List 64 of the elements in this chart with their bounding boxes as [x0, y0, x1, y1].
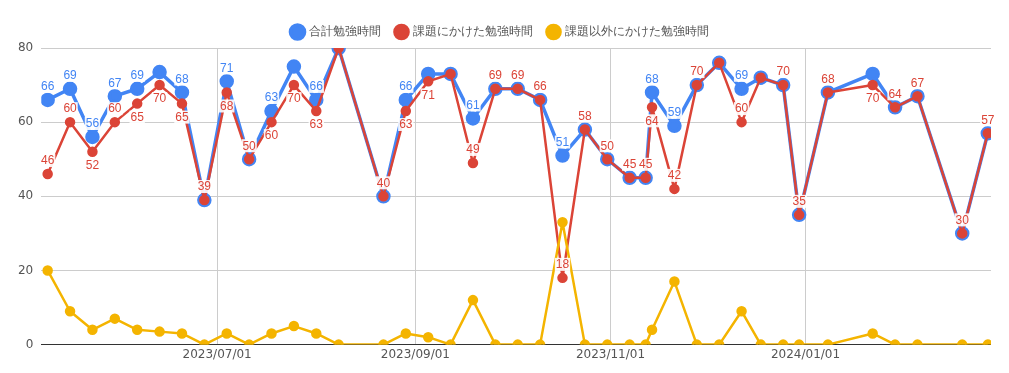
data-label: 70 [152, 91, 167, 106]
y-tick-label: 60 [17, 114, 34, 129]
data-label: 70 [287, 91, 301, 106]
data-label: 71 [421, 87, 436, 102]
legend-label: 合計勉強時間 [308, 24, 381, 39]
data-label: 50 [600, 138, 615, 153]
data-label: 69 [511, 68, 525, 83]
data-label: 30 [955, 212, 970, 227]
legend-label: 課題にかけた勉強時間 [412, 24, 533, 39]
data-label: 56 [85, 116, 100, 131]
data-label: 68 [175, 71, 189, 86]
data-label: 66 [40, 79, 55, 94]
y-tick-label: 80 [17, 40, 34, 55]
data-label: 68 [645, 71, 660, 86]
data-label: 60 [734, 101, 749, 116]
x-tick-label: 2023/07/01 [182, 346, 252, 361]
y-tick-label: 40 [17, 188, 34, 203]
data-label: 39 [197, 179, 212, 194]
x-tick-label: 2023/11/01 [575, 346, 646, 361]
data-label: 35 [792, 194, 807, 209]
data-label: 59 [667, 105, 682, 120]
data-label: 45 [622, 157, 637, 172]
data-label: 68 [821, 71, 835, 86]
data-label: 18 [555, 257, 570, 272]
data-label: 58 [578, 108, 592, 123]
data-label: 63 [264, 90, 279, 105]
data-label: 69 [130, 68, 145, 83]
data-label: 57 [981, 112, 995, 127]
data-label: 60 [108, 101, 122, 116]
data-label: 69 [488, 68, 503, 83]
data-label: 71 [220, 60, 234, 75]
data-label: 45 [638, 157, 653, 172]
data-label: 61 [466, 97, 480, 112]
data-label: 60 [63, 101, 78, 116]
data-label: 64 [888, 86, 903, 101]
data-label: 52 [85, 158, 100, 173]
data-label: 51 [555, 134, 570, 149]
data-label: 67 [910, 75, 925, 90]
data-label: 68 [220, 98, 234, 113]
data-label: 69 [734, 68, 749, 83]
data-label: 67 [108, 75, 122, 90]
y-tick-label: 0 [25, 336, 34, 351]
data-label: 70 [866, 91, 880, 106]
data-label: 65 [175, 109, 189, 124]
y-tick-label: 20 [17, 262, 34, 277]
data-label: 50 [242, 138, 257, 153]
data-label: 42 [667, 168, 682, 183]
data-label: 65 [130, 109, 145, 124]
data-label: 60 [264, 128, 279, 143]
data-label: 63 [309, 117, 324, 132]
data-label: 63 [399, 117, 413, 132]
data-label: 66 [399, 79, 413, 94]
data-label: 64 [645, 113, 660, 128]
x-tick-label: 2023/09/01 [380, 346, 450, 361]
data-label: 49 [466, 142, 480, 157]
data-label: 46 [40, 153, 55, 168]
data-label: 69 [63, 68, 78, 83]
data-label: 40 [376, 175, 391, 190]
data-label: 66 [309, 79, 324, 94]
x-tick-label: 2024/01/01 [770, 346, 841, 361]
data-label: 70 [776, 64, 791, 79]
data-label: 70 [690, 64, 704, 79]
legend-label: 課題以外にかけた勉強時間 [564, 24, 709, 39]
data-label: 66 [533, 79, 548, 94]
